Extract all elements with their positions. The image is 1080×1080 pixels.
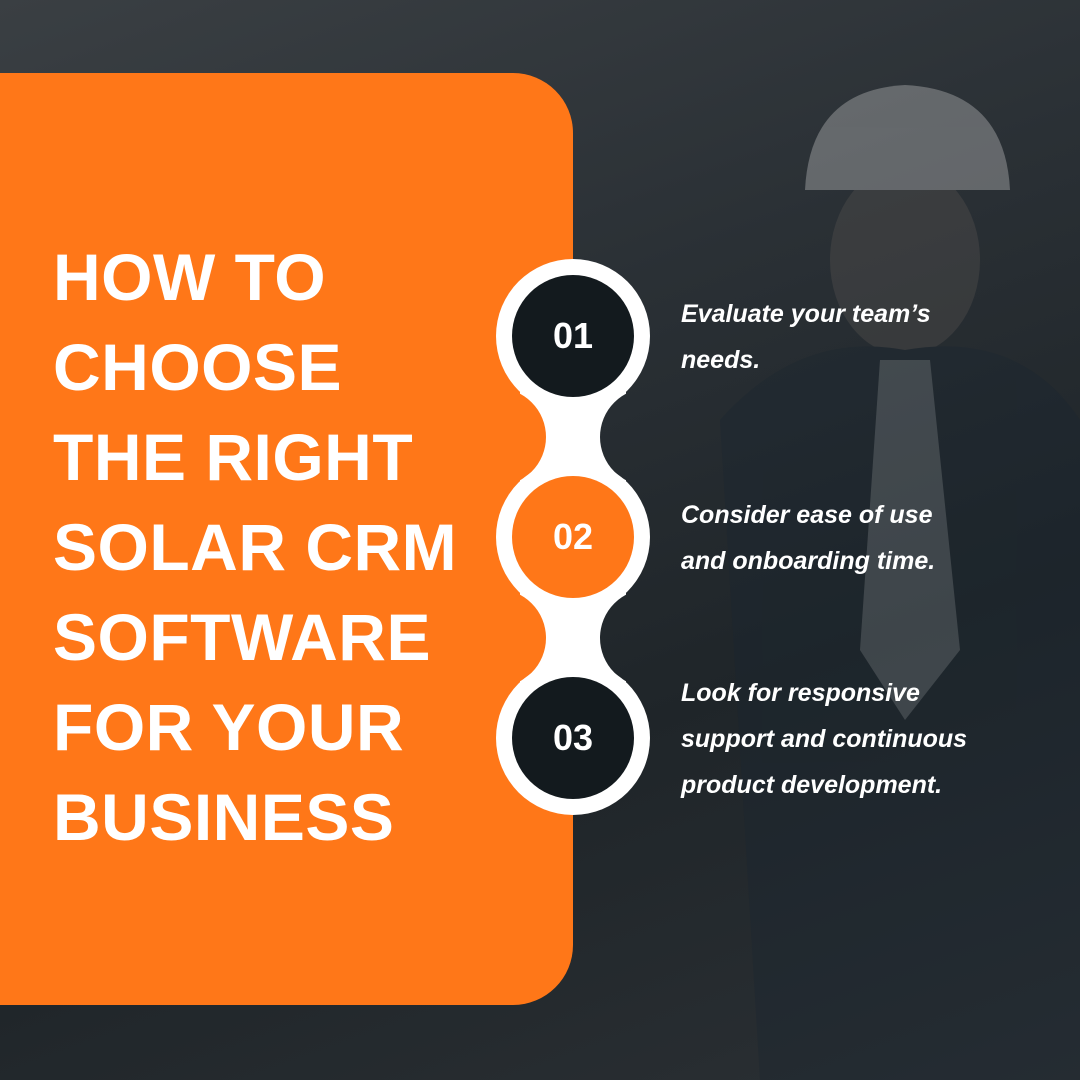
step-text-line: product development.: [681, 771, 943, 799]
title-line: HOW TO: [53, 240, 327, 314]
title-line: CHOOSE: [53, 330, 343, 404]
orange-panel: [0, 73, 573, 1005]
step-text-line: Look for responsive: [681, 679, 920, 707]
step-1-circle: [512, 275, 634, 397]
step-text-line: Consider ease of use: [681, 501, 933, 529]
step-text-line: Evaluate your team’s: [681, 300, 931, 328]
step-3-text: Look for responsive support and continuo…: [681, 670, 967, 808]
step-3-number: 03: [552, 717, 594, 758]
page-title: HOW TO CHOOSE THE RIGHT SOLAR CRM SOFTWA…: [53, 232, 457, 862]
step-1-text: Evaluate your team’s needs.: [681, 291, 931, 383]
step-text-line: support and continuous: [681, 725, 968, 753]
step-text-line: and onboarding time.: [681, 547, 936, 575]
title-line: FOR YOUR: [53, 690, 405, 764]
step-2-circle: [512, 476, 634, 598]
step-text-line: needs.: [681, 346, 761, 374]
title-line: SOLAR CRM: [53, 510, 458, 584]
step-2-number: 02: [552, 516, 594, 557]
title-line: BUSINESS: [53, 780, 395, 854]
step-1-number: 01: [552, 315, 594, 356]
title-line: SOFTWARE: [53, 600, 431, 674]
step-2-text: Consider ease of use and onboarding time…: [681, 492, 935, 584]
step-3-circle: [512, 677, 634, 799]
title-line: THE RIGHT: [53, 420, 414, 494]
